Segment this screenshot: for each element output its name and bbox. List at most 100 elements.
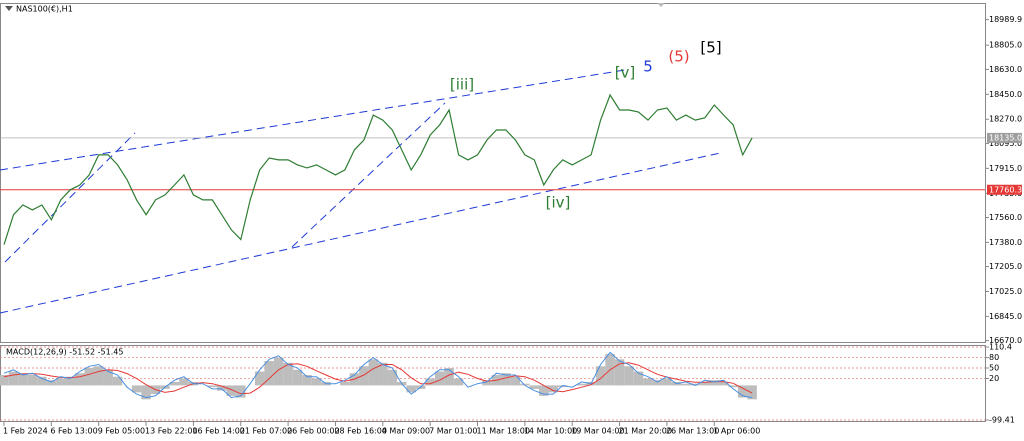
x-tick-label: 4 Mar 09:00: [382, 427, 430, 436]
wave-label: [5]: [700, 39, 721, 57]
y-tick-label: 110.4: [989, 343, 1012, 352]
x-tick-label: 11 Mar 18:00: [477, 427, 530, 436]
y-tick-label: 20: [989, 374, 999, 383]
macd-bar: [406, 385, 416, 393]
macd-bar: [311, 378, 322, 386]
macd-bar: [131, 385, 142, 393]
macd-bar: [340, 381, 350, 386]
x-tick-label: 21 Mar 20:00: [619, 427, 672, 436]
macd-bar: [169, 381, 180, 386]
x-tick-label: 9 Feb 05:00: [98, 427, 145, 436]
price-line: [3, 93, 753, 245]
x-tick-label: 21 Feb 07:00: [240, 427, 292, 436]
x-tick-label: 13 Feb 22:00: [145, 427, 197, 436]
x-tick-label: 26 Feb 00:00: [287, 427, 339, 436]
macd-bar: [662, 378, 672, 386]
macd-bar: [359, 366, 369, 386]
y-tick-label: 17560.0: [989, 213, 1022, 222]
macd-bar: [226, 385, 237, 396]
y-tick-label: 80: [989, 353, 999, 362]
macd-bar: [529, 385, 540, 389]
x-tick-label: 6 Feb 13:00: [50, 427, 97, 436]
macd-line: [3, 362, 753, 395]
wave-label: [iv]: [546, 194, 571, 212]
macd-bar: [75, 373, 85, 386]
macd-bar: [264, 361, 274, 386]
macd-bar: [681, 383, 691, 386]
macd-bar: [46, 380, 57, 386]
menu-arrow: [5, 6, 13, 11]
macd-bar: [8, 371, 19, 386]
y-tick-label: -99.41: [989, 416, 1015, 425]
macd-bar: [690, 383, 701, 386]
macd-bar: [614, 359, 625, 386]
macd-bar: [302, 374, 312, 386]
macd-bar: [18, 373, 28, 386]
macd-bar: [93, 366, 104, 386]
y-tick-label: 18450.0: [989, 90, 1022, 99]
macd-bar: [141, 385, 151, 400]
macd-bar: [112, 376, 123, 386]
y-tick-label: 16845.0: [989, 312, 1022, 321]
current-price-box: [987, 132, 1022, 143]
level-label: 17760.3: [989, 185, 1022, 194]
macd-bar: [576, 383, 587, 386]
macd-bar: [387, 369, 398, 386]
channel-top: [0, 69, 626, 171]
wave-label: [v]: [615, 64, 636, 82]
macd-bar: [103, 369, 113, 386]
macd-bar: [179, 378, 189, 386]
macd-bar: [709, 380, 719, 386]
chart-title: NAS100(€),H1: [16, 5, 73, 14]
macd-bar: [283, 362, 293, 386]
wave-line: [4, 132, 136, 263]
macd-bar: [37, 376, 47, 386]
macd-bar: [747, 385, 757, 400]
wave-label: (5): [668, 48, 689, 66]
macd-bar: [700, 381, 710, 386]
macd-bar: [378, 362, 388, 386]
macd-bar: [56, 378, 66, 386]
y-tick-label: 18270.0: [989, 115, 1022, 124]
macd-bar: [520, 383, 530, 386]
macd-bar: [453, 378, 464, 386]
macd-bar: [273, 357, 284, 386]
macd-bar: [27, 374, 38, 386]
channel-bottom: [0, 152, 721, 314]
macd-bar: [539, 385, 549, 396]
wave-label: 5: [643, 58, 653, 76]
y-tick-label: 17205.0: [989, 262, 1022, 271]
macd-line: [3, 351, 753, 399]
macd-bar: [292, 369, 303, 386]
x-tick-label: 14 Mar 10:00: [524, 427, 577, 436]
macd-bar: [65, 376, 76, 386]
x-tick-label: 16 Feb 14:00: [192, 427, 244, 436]
y-tick-label: 16670.0: [989, 336, 1022, 345]
y-tick-label: 17915.0: [989, 164, 1022, 173]
macd-bar: [633, 371, 644, 386]
macd-bar: [652, 380, 663, 386]
wave-label: [iii]: [450, 76, 474, 94]
macd-bar: [737, 385, 748, 398]
x-tick-label: 1 Feb 2024: [3, 427, 48, 436]
macd-bar: [624, 366, 634, 386]
macd-bar: [217, 385, 227, 391]
y-tick-label: 18805.0: [989, 41, 1022, 50]
macd-bar: [236, 385, 246, 398]
macd-bar: [368, 359, 379, 386]
x-tick-label: 1 Apr 06:00: [713, 427, 760, 436]
x-tick-label: 19 Mar 04:00: [571, 427, 624, 436]
current-price-label: 18135.0: [989, 133, 1022, 142]
macd-bar: [0, 374, 9, 386]
x-tick-label: 7 Mar 01:00: [429, 427, 477, 436]
macd-bar: [557, 385, 568, 388]
y-tick-label: 18989.9: [989, 15, 1022, 24]
x-tick-label: 26 Mar 13:00: [666, 427, 719, 436]
y-tick-label: 17380.0: [989, 238, 1022, 247]
macd-bar: [207, 385, 218, 388]
macd-bar: [254, 371, 265, 386]
y-tick-label: 50: [989, 364, 999, 373]
y-tick-label: 18630.0: [989, 65, 1022, 74]
macd-bar: [482, 380, 492, 386]
